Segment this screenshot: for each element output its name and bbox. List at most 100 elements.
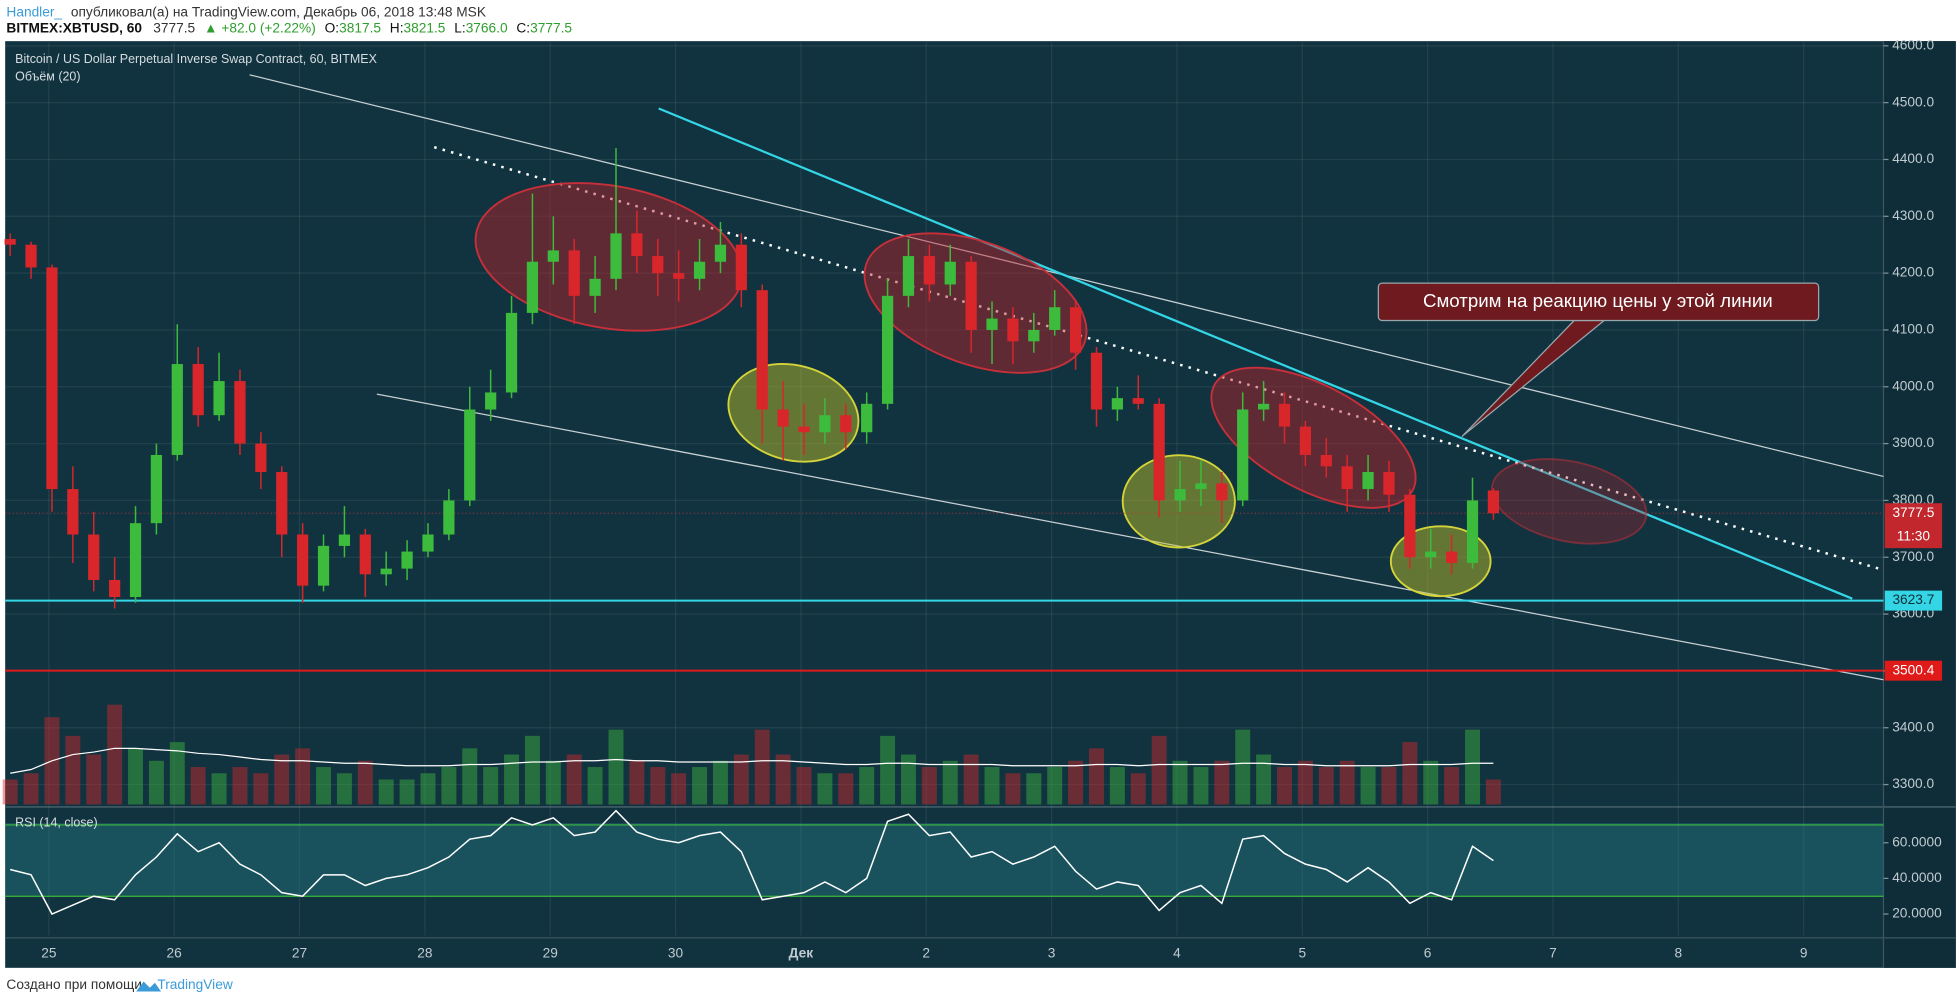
volume-bar bbox=[483, 767, 499, 805]
candle-body bbox=[610, 233, 622, 279]
volume-bar bbox=[420, 773, 436, 805]
volume-bar bbox=[608, 729, 624, 805]
x-tick-label: 3 bbox=[1048, 946, 1056, 961]
volume-bar bbox=[733, 754, 749, 805]
candle-body bbox=[547, 250, 559, 262]
candle-body bbox=[589, 278, 601, 296]
candle-body bbox=[631, 233, 643, 257]
candle-body bbox=[840, 415, 852, 433]
candle-body bbox=[150, 454, 163, 524]
volume-bar bbox=[1360, 767, 1376, 805]
annotation: Смотрим на реакцию цены у этой линии bbox=[1377, 282, 1820, 438]
volume-bar bbox=[1047, 767, 1063, 805]
volume-bar bbox=[211, 773, 227, 805]
low-key: L: bbox=[454, 20, 465, 35]
candle-body bbox=[276, 472, 288, 535]
candle-body bbox=[526, 261, 539, 313]
volume-bar bbox=[316, 767, 332, 805]
candle-body bbox=[129, 523, 142, 598]
candle-body bbox=[380, 568, 392, 575]
high-key: H: bbox=[390, 20, 404, 35]
volume-bar bbox=[629, 760, 645, 805]
candle-body bbox=[1299, 426, 1312, 455]
y-tick-label: 3700.0 bbox=[1892, 549, 1934, 564]
candle-body bbox=[568, 250, 580, 296]
volume-bar bbox=[1339, 760, 1355, 805]
footer-text: Создано при помощи bbox=[6, 977, 141, 992]
volume-bar bbox=[1172, 760, 1188, 805]
open: 3817.5 bbox=[339, 20, 381, 35]
footer-brand[interactable]: TradingView bbox=[157, 977, 233, 992]
volume-bar bbox=[336, 773, 352, 805]
author[interactable]: Handler_ bbox=[6, 4, 62, 19]
x-tick-label: 27 bbox=[292, 946, 307, 961]
volume-bar bbox=[232, 767, 248, 805]
last-price-label: 3777.5 bbox=[1892, 505, 1934, 520]
candle-body bbox=[67, 489, 79, 535]
candle-body bbox=[1257, 403, 1270, 410]
candle-body bbox=[652, 256, 664, 274]
candle-body bbox=[1383, 472, 1395, 495]
candle-body bbox=[1049, 307, 1061, 330]
volume-bar bbox=[65, 735, 81, 805]
open-key: O: bbox=[325, 20, 339, 35]
candle-body bbox=[861, 403, 873, 433]
volume-bar bbox=[838, 773, 854, 805]
close: 3777.5 bbox=[530, 20, 572, 35]
y-tick-label: 4600.0 bbox=[1892, 37, 1934, 52]
candle-body bbox=[46, 267, 58, 490]
volume-bar bbox=[1235, 729, 1251, 805]
candle-body bbox=[255, 443, 267, 473]
volume-bar bbox=[796, 767, 812, 805]
volume-title: Объём (20) bbox=[15, 70, 80, 84]
volume-bar bbox=[859, 767, 875, 805]
candle-body bbox=[234, 381, 246, 444]
volume-bar bbox=[650, 767, 666, 805]
candle-body bbox=[1362, 472, 1374, 490]
chart-title: Bitcoin / US Dollar Perpetual Inverse Sw… bbox=[15, 52, 377, 66]
volume-bar bbox=[1026, 773, 1042, 805]
volume-bar bbox=[817, 773, 833, 805]
y-tick-label: 40.0000 bbox=[1892, 870, 1942, 885]
volume-bar bbox=[1465, 729, 1480, 805]
candle-body bbox=[1153, 403, 1165, 501]
volume-bar bbox=[963, 754, 979, 805]
y-tick-label: 4400.0 bbox=[1892, 151, 1934, 166]
volume-bar bbox=[295, 748, 311, 805]
candle-body bbox=[1195, 483, 1207, 490]
volume-bar bbox=[1402, 742, 1418, 805]
y-tick-label: 3400.0 bbox=[1892, 719, 1934, 734]
y-tick-label: 60.0000 bbox=[1892, 834, 1942, 849]
volume-bar bbox=[1130, 773, 1146, 805]
candle-body bbox=[735, 244, 747, 291]
candle-body bbox=[1111, 398, 1123, 410]
volume-bar bbox=[1109, 767, 1125, 805]
symbol: BITMEX:XBTUSD, 60 bbox=[6, 20, 142, 35]
level-label: 3623.7 bbox=[1892, 592, 1934, 607]
header-line-2: BITMEX:XBTUSD, 60 3777.5 ▲ +82.0 (+2.22%… bbox=[6, 20, 572, 35]
x-tick-label: 7 bbox=[1549, 946, 1557, 961]
y-tick-label: 4500.0 bbox=[1892, 94, 1934, 109]
candle-body bbox=[464, 409, 476, 501]
level-label: 3500.4 bbox=[1892, 662, 1934, 677]
candle-body bbox=[798, 426, 810, 433]
change: ▲ +82.0 (+2.22%) bbox=[204, 20, 316, 35]
candle-body bbox=[213, 381, 225, 416]
candle-body bbox=[4, 239, 16, 245]
candle-body bbox=[192, 364, 204, 416]
last: 3777.5 bbox=[153, 20, 195, 35]
candle-body bbox=[1341, 466, 1353, 490]
volume-bar bbox=[2, 779, 18, 805]
candle-body bbox=[317, 545, 330, 586]
volume-bar bbox=[1005, 773, 1021, 805]
volume-bar bbox=[274, 754, 290, 805]
x-tick-label: 5 bbox=[1298, 946, 1306, 961]
volume-bar bbox=[1214, 760, 1230, 805]
volume-bar bbox=[1068, 760, 1084, 805]
trend-line bbox=[658, 107, 1853, 600]
candle-body bbox=[714, 244, 727, 262]
candle-body bbox=[1404, 494, 1416, 558]
candle-body bbox=[1487, 490, 1500, 514]
candle-body bbox=[401, 551, 413, 569]
rsi-line bbox=[9, 809, 1494, 915]
